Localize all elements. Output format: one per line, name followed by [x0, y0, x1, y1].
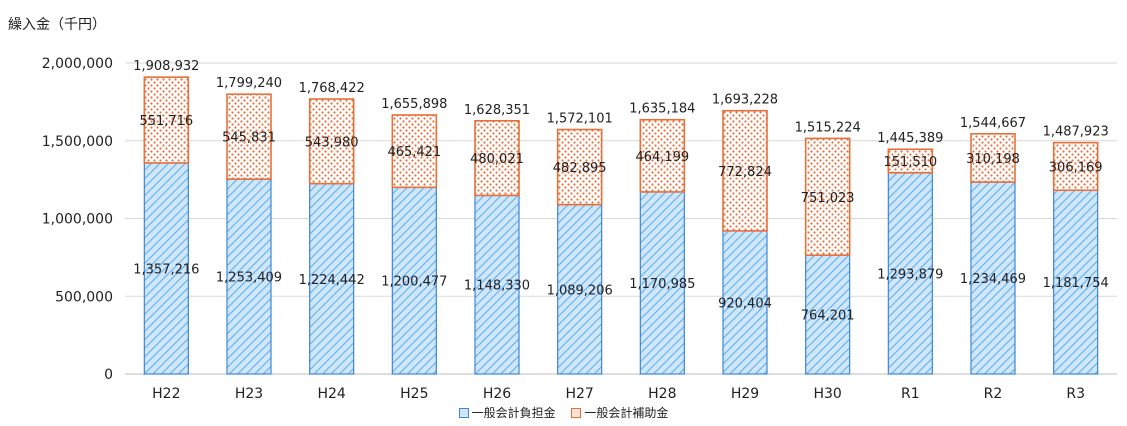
bar-futankin	[226, 178, 272, 375]
legend-item-hojokin: 一般会計補助金	[571, 404, 668, 421]
data-label-total: 1,635,184	[629, 102, 695, 117]
data-label-total: 1,693,228	[712, 93, 778, 108]
bar-futankin	[557, 204, 603, 375]
data-label-hojokin: 551,716	[139, 114, 193, 129]
legend-swatch-futankin	[458, 407, 469, 418]
data-label-hojokin: 543,980	[305, 135, 359, 150]
data-label-futankin: 1,253,409	[216, 271, 282, 286]
x-tick-label: H29	[731, 386, 759, 402]
data-label-futankin: 1,224,442	[299, 273, 365, 288]
data-label-futankin: 1,200,477	[381, 275, 447, 290]
data-label-total: 1,799,240	[216, 76, 282, 91]
bar-hojokin	[556, 128, 603, 206]
y-tick-label: 1,500,000	[42, 134, 113, 150]
x-tick-label: R2	[984, 386, 1003, 402]
data-label-futankin: 1,234,469	[960, 272, 1026, 287]
y-tick-label: 500,000	[55, 289, 113, 305]
data-label-total: 1,628,351	[464, 103, 530, 118]
data-label-total: 1,515,224	[795, 120, 861, 135]
data-label-futankin: 764,201	[801, 309, 855, 324]
data-label-futankin: 1,293,879	[877, 267, 943, 282]
x-tick-label: H26	[483, 386, 511, 402]
x-tick-label: H24	[317, 386, 345, 402]
data-label-hojokin: 464,199	[635, 150, 689, 165]
data-label-hojokin: 751,023	[801, 191, 855, 206]
data-label-futankin: 920,404	[718, 296, 772, 311]
bar-hojokin	[639, 118, 686, 193]
bar-futankin	[639, 191, 685, 375]
data-label-hojokin: 465,421	[387, 145, 441, 160]
data-label-futankin: 1,089,206	[547, 283, 613, 298]
data-label-futankin: 1,181,754	[1043, 276, 1109, 291]
y-tick-label: 1,000,000	[42, 212, 113, 228]
bar-hojokin	[391, 114, 438, 189]
x-tick-label: R1	[901, 386, 920, 402]
legend-label-futankin: 一般会計負担金	[471, 406, 556, 420]
x-tick-label: H22	[152, 386, 180, 402]
bar-futankin	[309, 182, 355, 375]
x-tick-label: H25	[400, 386, 428, 402]
data-label-total: 1,445,389	[877, 131, 943, 146]
bar-hojokin	[887, 148, 934, 174]
data-label-hojokin: 151,510	[883, 155, 937, 170]
y-tick-label: 2,000,000	[42, 56, 113, 72]
data-label-futankin: 1,148,330	[464, 279, 530, 294]
bar-hojokin	[1052, 141, 1099, 192]
legend-item-futankin: 一般会計負担金	[458, 404, 556, 421]
x-tick-label: H28	[648, 386, 676, 402]
x-tick-label: R3	[1066, 386, 1085, 402]
bar-hojokin	[143, 76, 190, 164]
bar-futankin	[143, 162, 189, 375]
bar-hojokin	[804, 137, 851, 256]
x-tick-label: H23	[235, 386, 263, 402]
data-label-total: 1,908,932	[133, 59, 199, 74]
data-label-total: 1,544,667	[960, 116, 1026, 131]
data-label-hojokin: 480,021	[470, 152, 524, 167]
data-label-hojokin: 772,824	[718, 165, 772, 180]
bar-hojokin	[474, 119, 520, 197]
legend-swatch-hojokin	[571, 407, 582, 418]
data-label-total: 1,655,898	[381, 97, 447, 112]
data-label-hojokin: 310,198	[966, 152, 1020, 167]
bar-futankin	[970, 181, 1016, 375]
y-tick-label: 0	[104, 367, 113, 383]
data-label-hojokin: 482,895	[553, 161, 607, 176]
bar-hojokin	[308, 98, 355, 185]
data-label-total: 1,768,422	[299, 81, 365, 96]
bar-hojokin	[722, 109, 768, 232]
data-label-futankin: 1,170,985	[629, 277, 695, 292]
x-tick-label: H30	[813, 386, 841, 402]
data-label-total: 1,487,923	[1043, 125, 1109, 140]
bar-hojokin	[970, 133, 1016, 183]
bar-hojokin	[226, 93, 272, 180]
legend-label-hojokin: 一般会計補助金	[584, 406, 669, 420]
data-label-hojokin: 545,831	[222, 131, 276, 146]
y-axis-title: 繰入金（千円）	[8, 17, 106, 33]
x-tick-label: H27	[565, 386, 593, 402]
bar-futankin	[805, 254, 851, 375]
bar-futankin	[887, 172, 933, 375]
data-label-total: 1,572,101	[547, 112, 613, 127]
data-label-hojokin: 306,169	[1049, 160, 1103, 175]
legend: 一般会計負担金 一般会計補助金	[0, 404, 1127, 421]
data-label-futankin: 1,357,216	[133, 262, 199, 277]
